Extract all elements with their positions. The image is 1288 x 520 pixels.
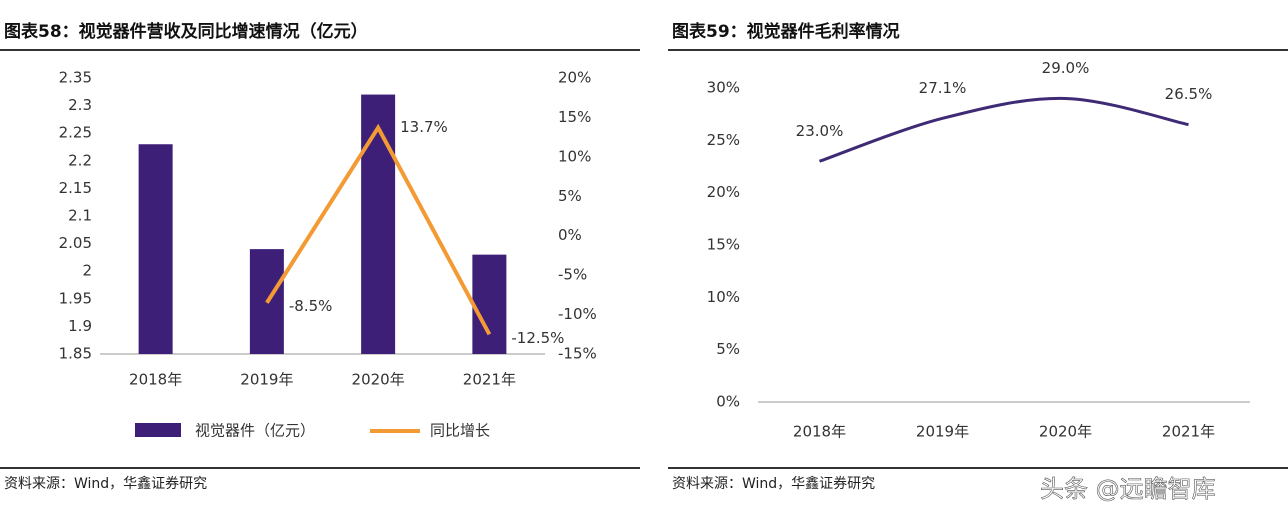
y-tick-label: 2.35 <box>59 69 92 87</box>
data-label: 23.0% <box>796 122 844 140</box>
data-label: 13.7% <box>400 118 448 136</box>
y2-tick-label: 5% <box>558 187 582 205</box>
y-tick-label: 25% <box>707 131 740 149</box>
data-label: -8.5% <box>289 297 333 315</box>
y2-tick-label: 20% <box>558 69 591 87</box>
data-label: 29.0% <box>1042 59 1090 77</box>
x-tick-label: 2019年 <box>240 371 293 389</box>
y-tick-label: 2.05 <box>59 234 92 252</box>
y-tick-label: 2.25 <box>59 124 92 142</box>
x-tick-label: 2019年 <box>916 423 969 441</box>
y-tick-label: 1.9 <box>68 317 92 335</box>
y2-tick-label: 0% <box>558 226 582 244</box>
bar <box>361 94 396 354</box>
y-tick-label: 10% <box>707 288 740 306</box>
x-tick-label: 2018年 <box>129 371 182 389</box>
y-tick-label: 2.15 <box>59 179 92 197</box>
line <box>819 96 1189 163</box>
x-tick-label: 2020年 <box>1039 423 1092 441</box>
legend-label: 视觉器件（亿元） <box>195 422 315 440</box>
y-tick-label: 15% <box>707 236 740 254</box>
x-tick-label: 2020年 <box>352 371 405 389</box>
y2-tick-label: -10% <box>558 305 597 323</box>
y-tick-label: 20% <box>707 183 740 201</box>
y-tick-label: 1.85 <box>59 345 92 363</box>
chart-title: 图表59：视觉器件毛利率情况 <box>672 21 900 42</box>
y2-tick-label: -15% <box>558 345 597 363</box>
y-tick-label: 1.95 <box>59 289 92 307</box>
data-label: -12.5% <box>511 329 564 347</box>
line <box>265 123 492 336</box>
y-tick-label: 2.1 <box>68 207 92 225</box>
y-tick-label: 5% <box>716 340 740 358</box>
legend-label: 同比增长 <box>430 422 490 440</box>
source: 资料来源：Wind，华鑫证券研究 <box>4 475 207 492</box>
y2-tick-label: -5% <box>558 266 587 284</box>
y-tick-label: 2.2 <box>68 151 92 169</box>
data-label: 26.5% <box>1165 85 1213 103</box>
source: 资料来源：Wind，华鑫证券研究 <box>672 475 875 492</box>
y-tick-label: 30% <box>707 79 740 97</box>
bar <box>472 254 507 354</box>
y2-tick-label: 15% <box>558 108 591 126</box>
x-tick-label: 2021年 <box>463 371 516 389</box>
y-tick-label: 0% <box>716 393 740 411</box>
x-tick-label: 2018年 <box>793 423 846 441</box>
bar <box>138 144 173 354</box>
legend-swatch <box>135 423 181 437</box>
y-tick-label: 2.3 <box>68 96 92 114</box>
y-tick-label: 2 <box>82 262 92 280</box>
data-label: 27.1% <box>919 79 967 97</box>
chart-title: 图表58：视觉器件营收及同比增速情况（亿元） <box>4 21 368 42</box>
x-tick-label: 2021年 <box>1162 423 1215 441</box>
watermark: 头条 @远瞻智库 <box>1040 475 1216 503</box>
y2-tick-label: 10% <box>558 147 591 165</box>
